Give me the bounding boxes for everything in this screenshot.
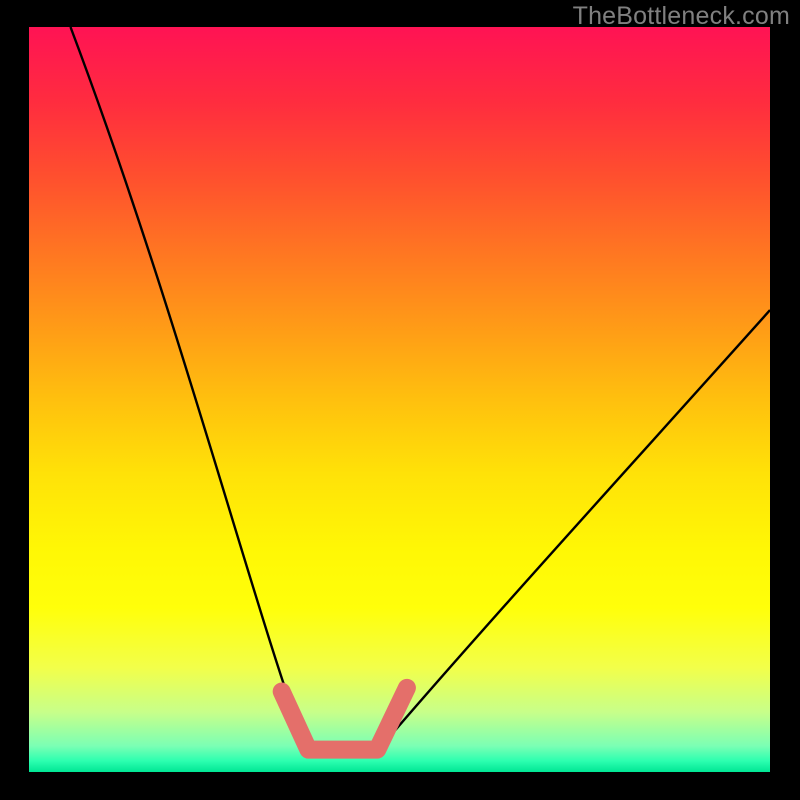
watermark-text: TheBottleneck.com [573, 2, 790, 31]
plot-background [29, 27, 770, 772]
chart-root: TheBottleneck.com [0, 0, 800, 800]
bottleneck-curve-chart [0, 0, 800, 800]
